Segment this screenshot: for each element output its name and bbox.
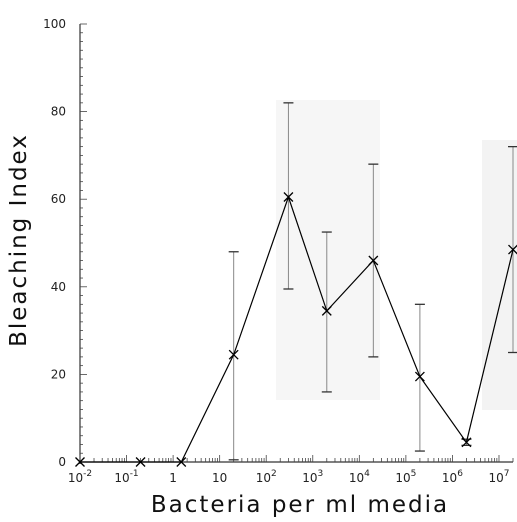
marker-stroke [508, 244, 517, 255]
series-line [80, 195, 514, 463]
x-tick-label: 106 [442, 469, 463, 485]
y-tick-label: 20 [51, 367, 66, 381]
error-bar [414, 303, 425, 452]
data-point-marker [368, 255, 379, 266]
x-axis-ticks: 10-2 10-1 1 10 102 103 104 105 106 107 [68, 455, 514, 485]
x-tick-label: 1 [169, 471, 177, 485]
x-tick-label: 10-1 [114, 469, 138, 485]
error-bar [321, 231, 332, 393]
data-markers [75, 192, 517, 467]
data-point-marker [176, 457, 187, 467]
scan-shade-region [276, 100, 380, 400]
marker-stroke [75, 457, 85, 467]
marker-stroke [176, 457, 187, 467]
x-tick-label: 103 [302, 469, 323, 485]
data-point-marker [321, 305, 332, 316]
x-tick-label: 104 [349, 469, 370, 485]
x-axis-title: Bacteria per ml media [151, 492, 449, 518]
data-point-marker [75, 457, 85, 467]
y-tick-label: 0 [58, 455, 66, 469]
x-tick-label: 10-2 [68, 469, 92, 485]
marker-stroke [414, 371, 425, 382]
x-tick-label: 102 [256, 469, 277, 485]
data-point-marker [283, 192, 294, 202]
y-tick-label: 40 [51, 280, 66, 294]
marker-stroke [461, 437, 472, 448]
data-point-marker [135, 457, 146, 467]
x-tick-label: 10 [212, 471, 227, 485]
y-tick-label: 60 [51, 192, 66, 206]
series-polyline [80, 195, 514, 463]
data-point-marker [461, 437, 472, 448]
scan-shade-region [482, 140, 517, 410]
x-tick-label: 105 [395, 469, 416, 485]
marker-stroke [135, 457, 146, 467]
y-tick-label: 80 [51, 105, 66, 119]
y-tick-label: 100 [43, 17, 66, 31]
marker-stroke [321, 305, 332, 316]
data-point-marker [414, 371, 425, 382]
marker-stroke [228, 349, 239, 360]
y-axis-title: Bleaching Index [6, 133, 32, 347]
x-tick-label: 107 [488, 469, 509, 485]
y-axis-ticks: 0 20 40 60 80 100 [43, 17, 87, 469]
data-point-marker [508, 244, 517, 255]
marker-stroke [368, 255, 379, 266]
data-point-marker [228, 349, 239, 360]
marker-stroke [283, 192, 294, 202]
